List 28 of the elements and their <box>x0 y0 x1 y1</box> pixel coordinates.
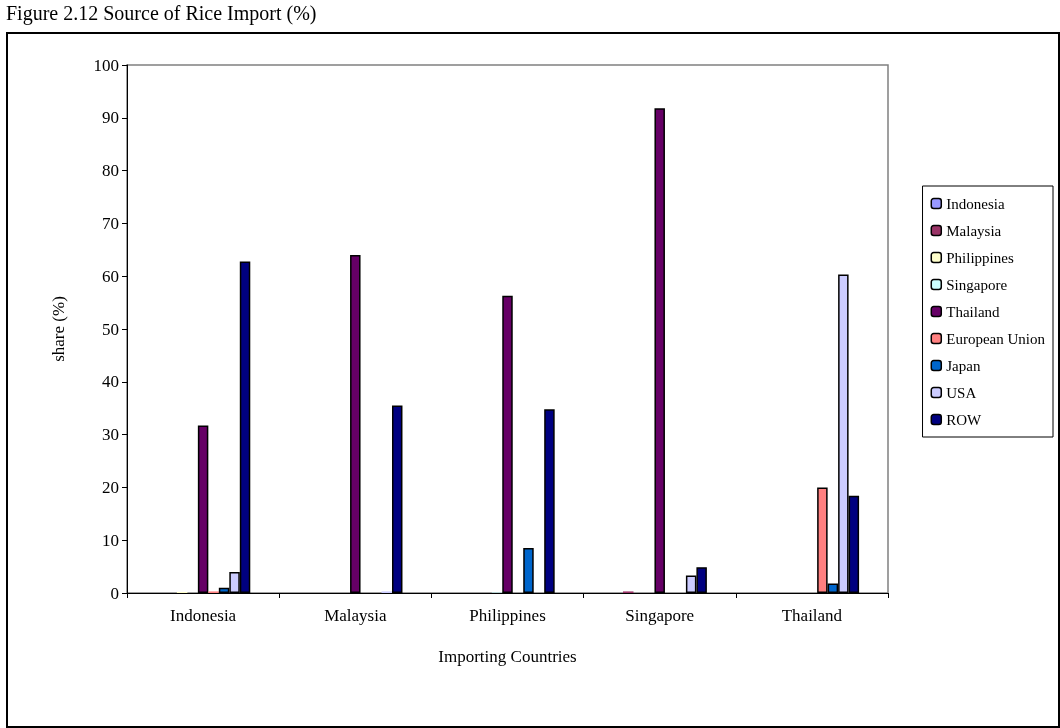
y-tick-label: 30 <box>102 425 119 445</box>
y-tick-label: 70 <box>102 213 119 233</box>
y-tick-label: 100 <box>93 55 119 75</box>
y-tick-label: 40 <box>102 372 119 392</box>
y-tick-label: 0 <box>110 583 119 603</box>
chart-title: Figure 2.12 Source of Rice Import (%) <box>6 2 317 25</box>
legend-label: USA <box>946 384 977 401</box>
legend-label: Thailand <box>946 303 1001 320</box>
x-tick-label: Singapore <box>625 606 695 625</box>
y-tick-label: 90 <box>102 108 119 128</box>
y-axis-title: share (%) <box>49 296 68 362</box>
x-axis-title: Importing Countries <box>438 647 577 666</box>
y-tick-label: 20 <box>102 477 119 497</box>
legend-label: Philippines <box>946 249 1014 266</box>
y-tick-label: 10 <box>102 530 119 550</box>
legend-label: Singapore <box>946 276 1008 293</box>
y-tick-label: 60 <box>102 266 119 286</box>
y-tick-label: 80 <box>102 161 119 181</box>
x-tick-label: Thailand <box>781 606 843 625</box>
legend-label: Japan <box>946 357 981 374</box>
x-tick-label: Indonesia <box>170 606 237 625</box>
y-tick-label: 50 <box>102 319 119 339</box>
x-tick-label: Malaysia <box>324 606 387 625</box>
legend-label: ROW <box>946 411 983 428</box>
legend-label: Indonesia <box>946 195 1005 212</box>
legend-label: Malaysia <box>946 222 1002 239</box>
legend-label: European Union <box>946 330 1046 347</box>
x-tick-label: Philippines <box>469 606 546 625</box>
